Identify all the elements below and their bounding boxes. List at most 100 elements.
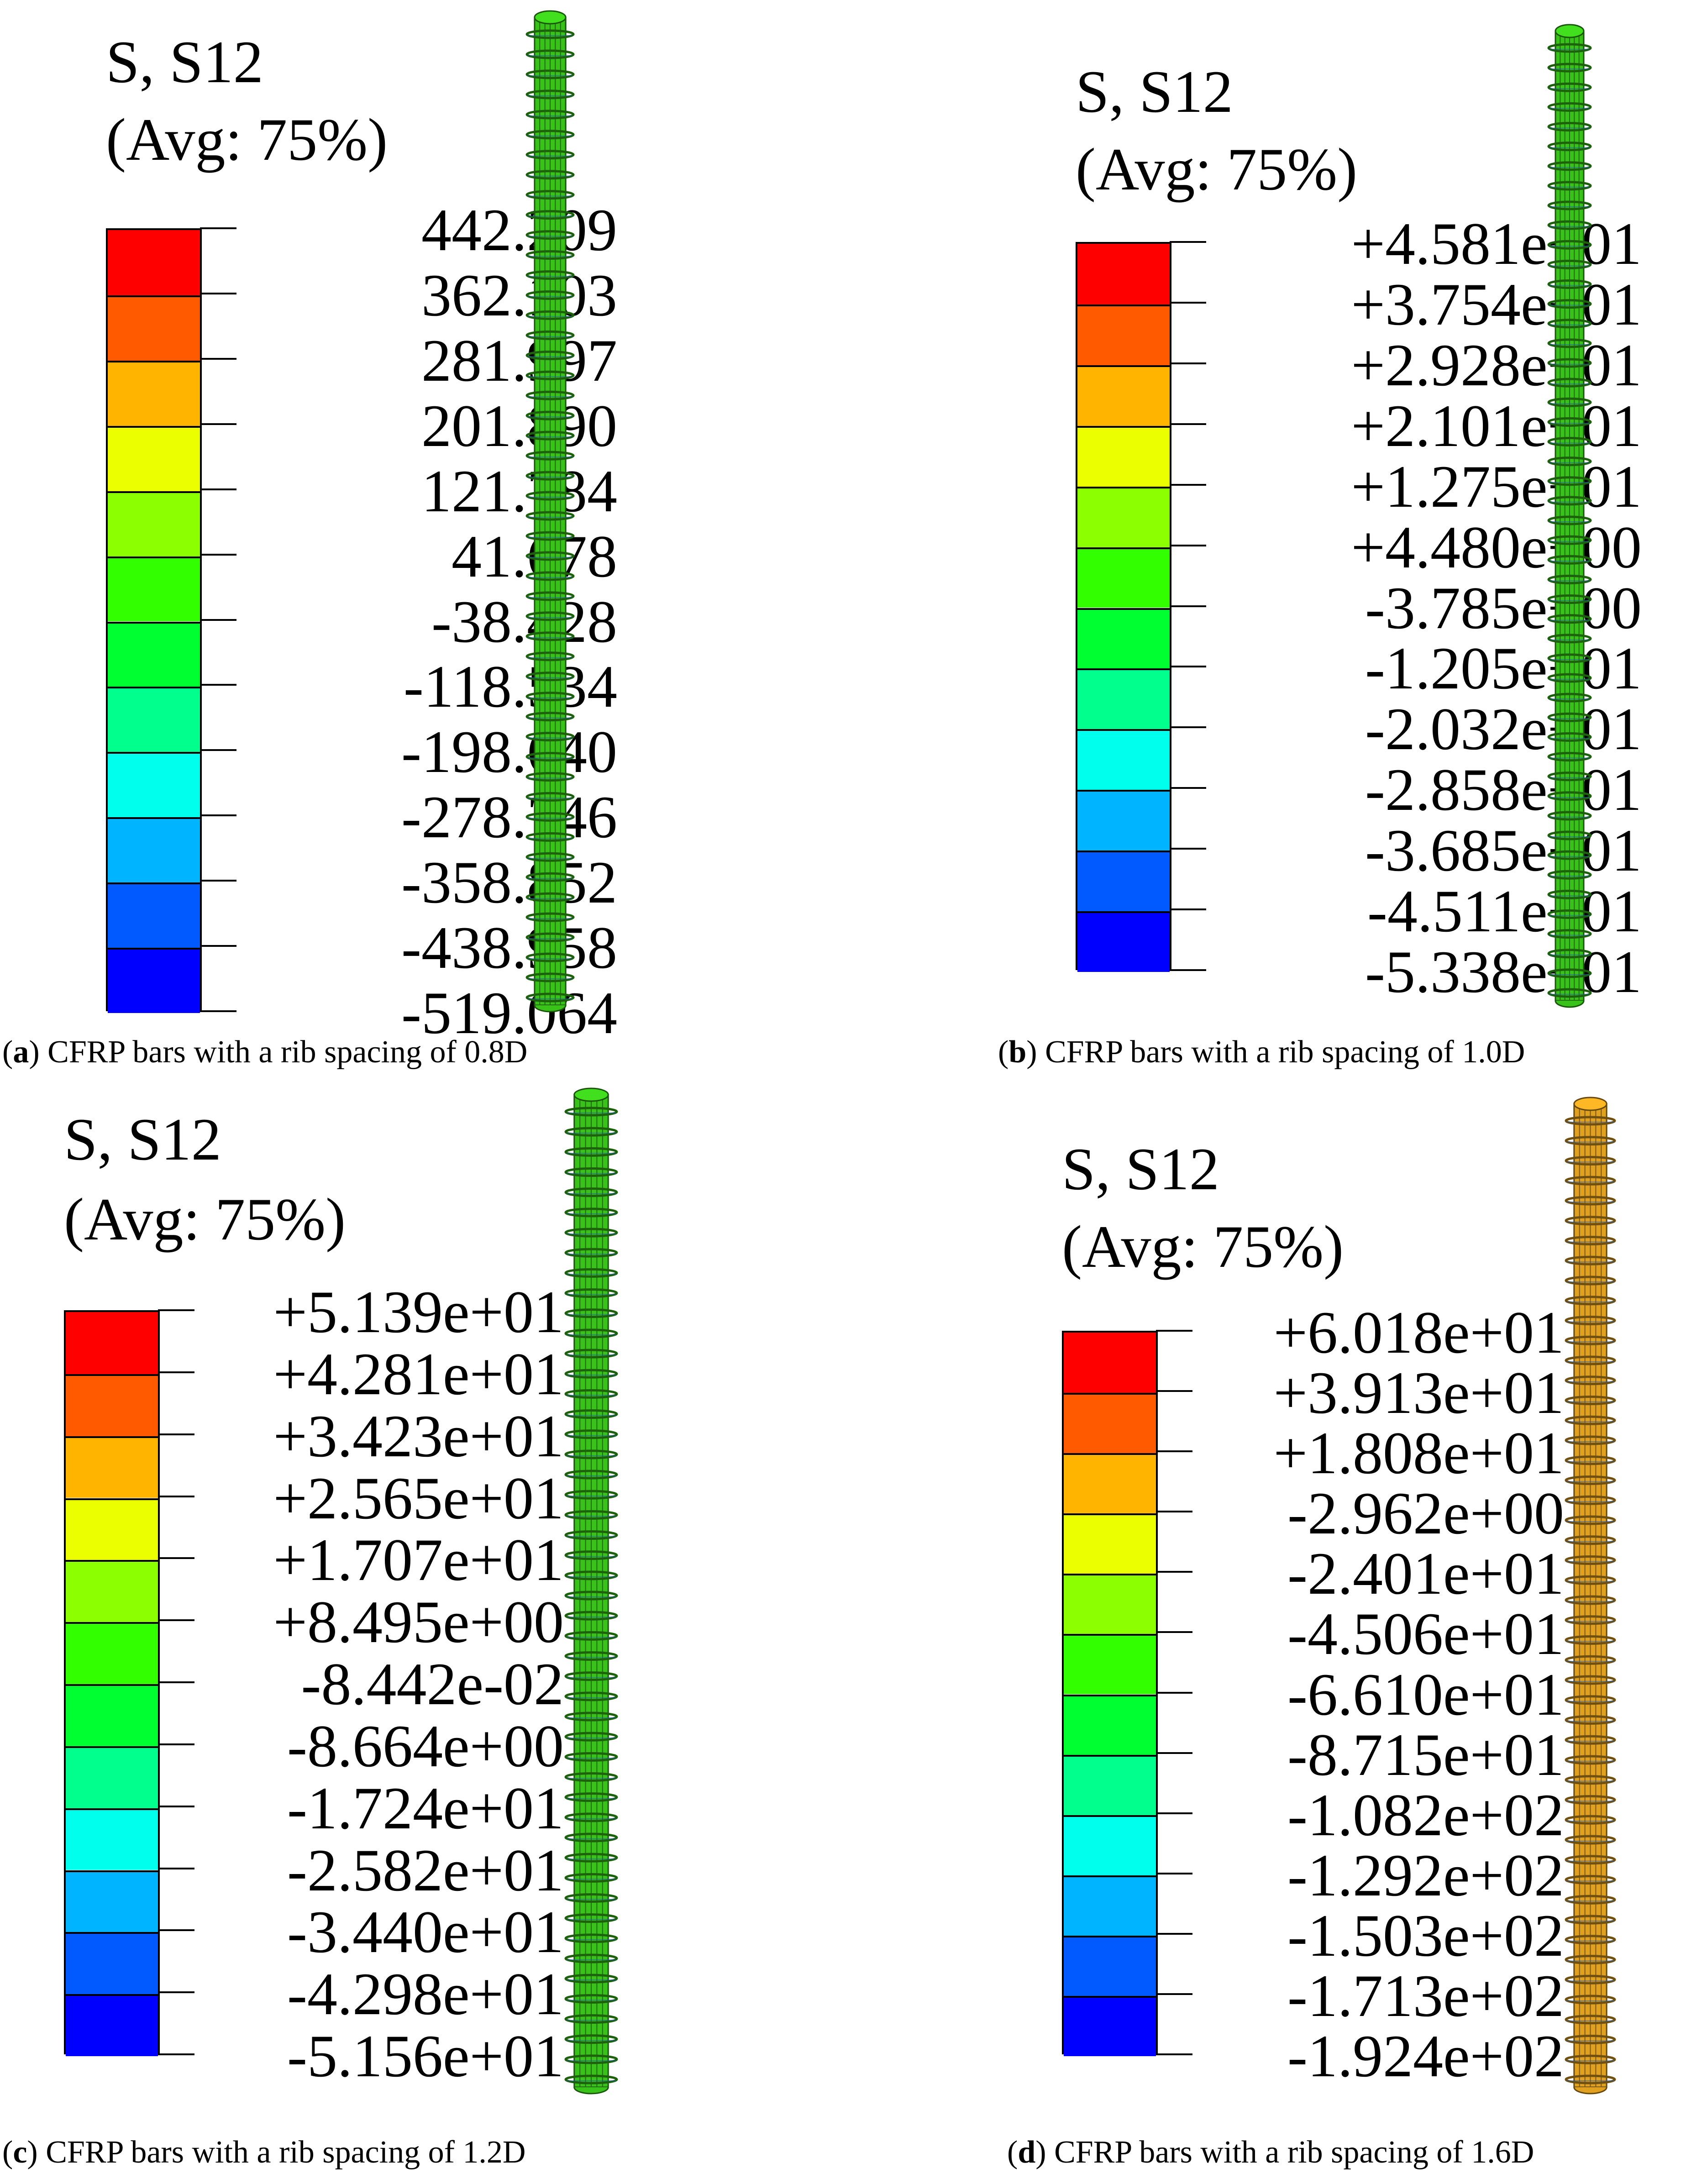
bar-rib: [1547, 515, 1592, 525]
bar-rib: [1547, 653, 1592, 663]
bar-rib: [1547, 811, 1592, 821]
cfrp-bar: [564, 1087, 618, 2095]
cfrp-bar: [1565, 1097, 1616, 2095]
bar-rib: [1547, 43, 1592, 53]
legend-tick: [200, 553, 236, 556]
legend-value: -6.610e+01: [1287, 1660, 1564, 1728]
panel-a: S, S12 (Avg: 75%) 442.209 362.103 281.997 2…: [0, 0, 843, 1087]
legend-value: 201.890: [421, 392, 617, 459]
bar-rib: [564, 2054, 618, 2064]
bar-rib: [1547, 338, 1592, 348]
bar-rib: [525, 792, 575, 802]
bar-rib: [525, 712, 575, 722]
legend-swatch: [108, 687, 200, 752]
bar-rib: [1547, 673, 1592, 683]
bar-rib: [564, 1691, 618, 1701]
bar-rib: [525, 190, 575, 200]
bar-rib: [564, 1953, 618, 1963]
legend-swatch: [1064, 1815, 1156, 1875]
bar-rib: [564, 1449, 618, 1460]
legend-color-bar: [1062, 1331, 1158, 2056]
legend-title: S, S12: [106, 28, 263, 95]
bar-rib: [525, 672, 575, 682]
legend-value: -5.156e+01: [287, 2022, 564, 2090]
legend-swatch: [108, 556, 200, 622]
bar-rib: [1565, 1575, 1616, 1585]
bar-rib: [564, 1873, 618, 1883]
bar-rib: [525, 972, 575, 982]
bar-rib: [525, 611, 575, 621]
legend-tick: [200, 880, 236, 882]
bar-rib: [1565, 1515, 1616, 1525]
legend-tick: [1170, 908, 1206, 911]
bar-rib: [525, 651, 575, 662]
bar-rib: [564, 1208, 618, 1218]
legend-value: -3.685e+01: [1365, 817, 1642, 884]
bar-rib: [1565, 1655, 1616, 1665]
bar-rib: [1565, 1995, 1616, 2005]
legend-swatch: [66, 1374, 158, 1436]
bar-rib: [1547, 476, 1592, 486]
bar-rib: [1565, 1355, 1616, 1365]
bar-rib: [525, 390, 575, 400]
legend-title: S, S12: [1062, 1135, 1219, 1202]
bar-rib: [1565, 1555, 1616, 1565]
legend-value: -118.534: [403, 653, 617, 720]
legend-value: -1.292e+02: [1287, 1841, 1564, 1909]
caption-text: CFRP bars with a rib spacing of 0.8D: [47, 1034, 528, 1070]
bar-rib: [525, 912, 575, 922]
legend-tick: [158, 1805, 194, 1807]
legend-subtitle: (Avg: 75%): [1076, 136, 1358, 203]
bar-top-cap: [1555, 24, 1585, 38]
legend-tick: [158, 1929, 194, 1932]
legend-swatch: [1064, 1935, 1156, 1996]
legend-tick: [1170, 848, 1206, 850]
bar-rib: [525, 150, 575, 160]
bar-rib: [525, 49, 575, 59]
bar-rib: [564, 2014, 618, 2024]
bar-rib: [1547, 358, 1592, 368]
bar-rib: [1547, 200, 1592, 210]
legend-tick: [1156, 1571, 1192, 1573]
bar-rib: [1547, 437, 1592, 446]
bar-rib: [564, 2074, 618, 2084]
bar-rib: [564, 1147, 618, 1157]
bar-bottom-cap: [1555, 1000, 1585, 1008]
legend-value: -2.401e+01: [1287, 1540, 1564, 1607]
legend-swatch: [66, 1622, 158, 1684]
legend-title: S, S12: [1076, 58, 1233, 125]
caption: (c) CFRP bars with a rib spacing of 1.2D: [2, 2135, 526, 2170]
bar-rib: [1565, 1735, 1616, 1745]
legend-color-bar: [1076, 242, 1171, 972]
bar-rib: [564, 1570, 618, 1580]
legend-value: +3.423e+01: [273, 1402, 564, 1470]
bar-rib: [1565, 1475, 1616, 1485]
bar-rib: [1565, 2015, 1616, 2025]
bar-rib: [564, 1187, 618, 1197]
bar-rib: [1565, 1795, 1616, 1805]
legend-swatch: [1064, 1694, 1156, 1755]
legend-tick: [1170, 605, 1206, 607]
legend-value: -1.503e+02: [1287, 1901, 1564, 1969]
bar-rib: [525, 511, 575, 521]
bar-rib: [564, 1107, 618, 1117]
legend-swatch: [108, 360, 200, 426]
bar-rib: [1565, 1176, 1616, 1186]
bar-rib: [525, 571, 575, 581]
bar-rib: [564, 1712, 618, 1722]
bar-rib: [564, 1389, 618, 1399]
bar-rib: [564, 1288, 618, 1298]
legend-tick: [200, 945, 236, 947]
bar-rib: [564, 1671, 618, 1681]
bar-rib: [1547, 830, 1592, 840]
bar-rib: [564, 1268, 618, 1278]
bar-rib: [1547, 732, 1592, 742]
bar-rib: [525, 692, 575, 702]
legend-value: +1.707e+01: [273, 1526, 564, 1594]
legend-swatch: [66, 1436, 158, 1498]
legend-swatch: [1064, 1875, 1156, 1936]
bar-rib: [564, 1832, 618, 1843]
bar-rib: [1547, 850, 1592, 860]
legend-tick: [1170, 362, 1206, 364]
bar-rib: [1565, 1895, 1616, 1905]
